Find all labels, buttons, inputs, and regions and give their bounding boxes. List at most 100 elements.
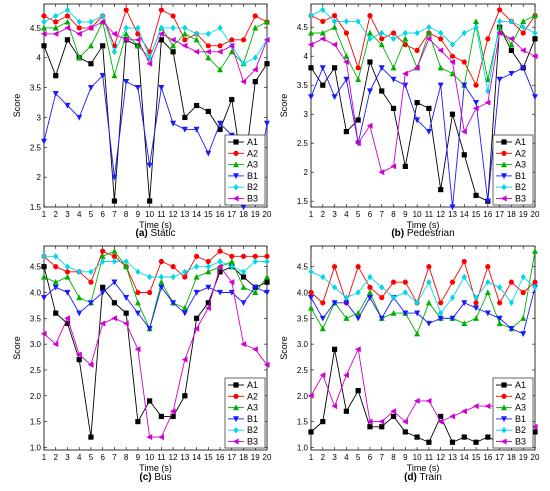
- data-point: [414, 330, 421, 337]
- x-tick-label: 15: [204, 210, 213, 219]
- panel-caption: (c) Bus: [139, 472, 171, 483]
- data-point: [531, 53, 538, 60]
- y-tick-label: 4.5: [297, 23, 309, 32]
- data-point: [193, 289, 200, 296]
- data-point: [390, 408, 397, 415]
- data-point: [449, 279, 456, 285]
- data-point: [52, 90, 59, 97]
- data-point: [205, 54, 212, 61]
- data-point: [461, 152, 467, 158]
- x-tick-label: 5: [89, 453, 94, 462]
- x-tick-label: 19: [519, 453, 528, 462]
- legend-label-B1: B1: [247, 414, 258, 424]
- data-point: [354, 140, 361, 147]
- panel-caption-text: Bus: [152, 472, 172, 483]
- data-point: [425, 320, 432, 327]
- data-point: [240, 300, 247, 307]
- data-point: [390, 76, 397, 83]
- data-point: [402, 29, 408, 37]
- data-point: [217, 289, 224, 296]
- y-tick-label: 1.0: [30, 443, 42, 452]
- data-point: [228, 42, 235, 49]
- data-point: [484, 289, 491, 296]
- data-point: [64, 18, 71, 25]
- data-point: [319, 372, 326, 379]
- data-point: [111, 174, 118, 181]
- data-point: [87, 300, 94, 307]
- data-point: [320, 6, 326, 13]
- data-point: [390, 30, 397, 36]
- data-point: [205, 48, 211, 55]
- data-point: [484, 198, 491, 205]
- data-point: [355, 388, 361, 394]
- data-point: [414, 29, 420, 37]
- x-axis-label: Time (s): [407, 463, 440, 473]
- data-point: [193, 315, 200, 321]
- data-point: [343, 315, 350, 321]
- x-tick-label: 20: [531, 210, 540, 219]
- legend-marker-B2: [233, 427, 239, 434]
- data-point: [426, 278, 432, 286]
- data-point: [76, 30, 82, 37]
- data-point: [378, 41, 385, 48]
- x-axis-label: Time (s): [139, 220, 172, 230]
- y-tick-label: 2.5: [30, 143, 42, 152]
- legend-marker-B2: [233, 184, 239, 191]
- data-point: [532, 29, 538, 37]
- data-point: [88, 279, 94, 285]
- data-point: [182, 268, 188, 276]
- y-tick-label: 4.5: [30, 263, 42, 272]
- data-point: [169, 36, 176, 43]
- x-tick-label: 1: [42, 453, 47, 462]
- data-point: [390, 309, 397, 316]
- legend-label-A1: A1: [247, 380, 258, 390]
- data-point: [532, 36, 538, 42]
- x-tick-label: 1: [309, 453, 314, 462]
- data-point: [41, 43, 47, 49]
- data-point: [426, 24, 432, 31]
- data-point: [182, 24, 188, 32]
- data-point: [414, 310, 421, 317]
- data-point: [461, 320, 468, 327]
- x-tick-label: 12: [169, 210, 178, 219]
- data-point: [147, 273, 153, 281]
- legend-label-B1: B1: [515, 171, 526, 181]
- data-point: [508, 47, 515, 53]
- x-tick-label: 19: [251, 210, 260, 219]
- x-tick-label: 3: [65, 210, 70, 219]
- data-point: [390, 105, 397, 111]
- data-point: [217, 269, 223, 275]
- data-point: [182, 274, 188, 280]
- data-point: [111, 247, 118, 254]
- data-point: [449, 315, 456, 322]
- data-point: [53, 19, 59, 25]
- data-point: [378, 315, 385, 322]
- data-point: [123, 79, 130, 85]
- data-point: [240, 60, 247, 67]
- data-point: [64, 13, 71, 19]
- legend-label-B2: B2: [247, 425, 258, 435]
- data-point: [379, 88, 385, 94]
- legend-label-B2: B2: [515, 182, 526, 192]
- x-tick-label: 18: [239, 210, 248, 219]
- data-point: [308, 289, 314, 296]
- data-point: [379, 424, 385, 430]
- data-point: [228, 48, 235, 55]
- y-tick-label: 4: [37, 54, 42, 63]
- x-tick-label: 17: [227, 210, 236, 219]
- data-point: [520, 24, 526, 31]
- data-point: [158, 258, 164, 265]
- data-point: [331, 284, 338, 291]
- data-point: [520, 315, 527, 321]
- data-point: [426, 264, 432, 270]
- x-tick-label: 17: [495, 210, 504, 219]
- data-point: [252, 66, 258, 73]
- data-point: [123, 295, 130, 301]
- data-point: [193, 263, 200, 270]
- data-point: [508, 35, 515, 42]
- y-axis-label: Score: [279, 94, 289, 118]
- data-point: [193, 253, 200, 259]
- data-point: [378, 418, 385, 425]
